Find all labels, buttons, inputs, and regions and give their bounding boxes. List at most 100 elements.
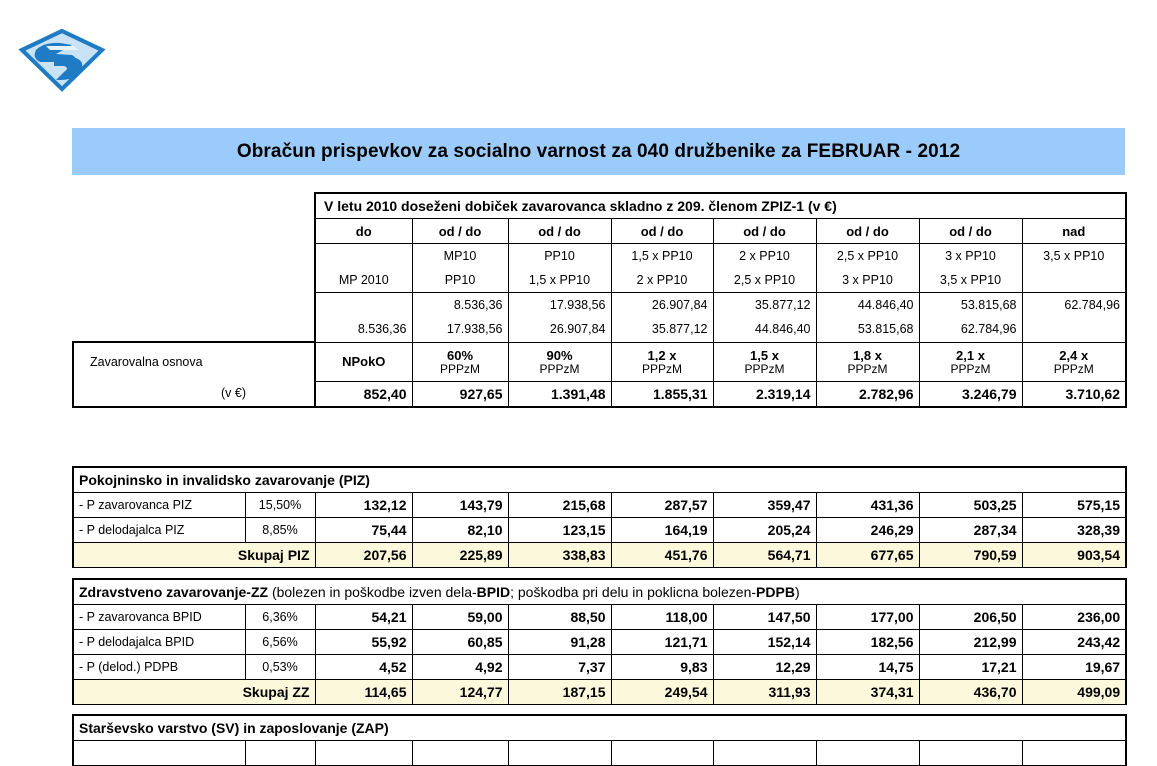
row-value <box>507 740 612 766</box>
total-row-piz: Skupaj PIZ 207,56 225,89 338,83 451,76 5… <box>72 542 1127 568</box>
basis-factor-main: 1,8 x <box>853 347 882 363</box>
row-value: 236,00 <box>1021 604 1128 630</box>
row-value: 91,28 <box>507 629 612 655</box>
top-table-amount-upper-row: 8.536,36 17.938,56 26.907,84 35.877,12 4… <box>73 292 1127 317</box>
row-value: 182,56 <box>815 629 920 655</box>
range-header-cell: od / do <box>815 218 920 244</box>
multiplier-cell: 2 x PP10 <box>712 243 817 268</box>
basis-value-cell: 852,40 <box>314 380 413 408</box>
basis-factor-cell: 1,5 x PPPzM <box>712 341 817 382</box>
total-value: 338,83 <box>507 542 612 568</box>
section-zz-heading: Zdravstveno zavarovanje-ZZ (bolezen in p… <box>71 578 1128 605</box>
amount-cell <box>314 292 413 317</box>
row-value: 575,15 <box>1021 492 1127 518</box>
top-table-caption-row: V letu 2010 doseženi dobiček zavarovanca… <box>73 192 1127 219</box>
basis-factor-sub: PPPzM <box>950 361 991 376</box>
range-header-cell: od / do <box>507 218 612 244</box>
multiplier-cell: 3 x PP10 <box>918 243 1023 268</box>
row-percent: 15,50% <box>244 492 316 518</box>
range-header-cell: od / do <box>610 218 714 244</box>
row-label: - P delodajalca BPID <box>72 629 246 655</box>
row-value: 164,19 <box>610 517 714 543</box>
table-row: - P (delod.) PDPB 0,53% 4,52 4,92 7,37 9… <box>72 654 1128 680</box>
row-value: 152,14 <box>712 629 817 655</box>
section-zz-heading-row: Zdravstveno zavarovanje-ZZ (bolezen in p… <box>71 578 1128 605</box>
row-value: 143,79 <box>411 492 509 518</box>
total-value: 451,76 <box>610 542 714 568</box>
row-value: 121,71 <box>610 629 714 655</box>
sd-shield-logo <box>16 28 108 92</box>
basis-value-cell: 1.391,48 <box>507 380 612 408</box>
row-value: 118,00 <box>610 604 714 630</box>
row-value: 4,92 <box>411 654 509 680</box>
amount-cell: 8.536,36 <box>411 292 509 317</box>
total-value: 374,31 <box>815 679 920 705</box>
multiplier-cell: 2 x PP10 <box>610 268 714 293</box>
row-value: 359,47 <box>712 492 817 518</box>
total-row-zz: Skupaj ZZ 114,65 124,77 187,15 249,54 31… <box>72 679 1128 705</box>
amount-cell: 8.536,36 <box>314 317 413 343</box>
section-zz-heading-rest3: ) <box>794 584 800 600</box>
amount-cell: 26.907,84 <box>507 317 612 343</box>
basis-factor-sub: PPPzM <box>744 361 785 376</box>
basis-factor-cell: 2,4 x PPPzM <box>1021 341 1127 382</box>
total-value: 564,71 <box>712 542 817 568</box>
row-value: 55,92 <box>314 629 413 655</box>
basis-value-cell: 3.246,79 <box>918 380 1023 408</box>
amount-cell: 26.907,84 <box>610 292 714 317</box>
basis-factor-main: 1,2 x <box>647 347 677 363</box>
row-value: 243,42 <box>1021 629 1128 655</box>
row-percent: 8,85% <box>244 517 316 543</box>
row-value: 206,50 <box>918 604 1023 630</box>
total-label: Skupaj ZZ <box>72 679 316 705</box>
basis-label-line1: Zavarovalna osnova <box>72 341 315 381</box>
row-value: 123,15 <box>507 517 612 543</box>
range-header-cell: od / do <box>918 218 1023 244</box>
insurance-basis-table: V letu 2010 doseženi dobiček zavarovanca… <box>72 192 1127 408</box>
row-value: 17,21 <box>918 654 1023 680</box>
section-zz-heading-bold: Zdravstveno zavarovanje-ZZ <box>79 584 269 600</box>
multiplier-cell: 3 x PP10 <box>815 268 920 293</box>
basis-factor-main: 2,4 x <box>1059 347 1089 363</box>
row-value: 19,67 <box>1021 654 1128 680</box>
row-value <box>610 740 714 766</box>
basis-factor-sub: PPPzM <box>539 361 580 376</box>
row-value: 9,83 <box>610 654 714 680</box>
section-sv-zap: Starševsko varstvo (SV) in zaposlovanje … <box>71 714 1128 766</box>
top-table-caption: V letu 2010 doseženi dobiček zavarovanca… <box>314 192 1127 219</box>
basis-factor-sub: PPPzM <box>641 361 682 376</box>
row-value <box>1021 740 1128 766</box>
section-piz-heading: Pokojninsko in invalidsko zavarovanje (P… <box>72 466 1127 493</box>
row-value <box>411 740 509 766</box>
basis-factor-sub: PPPzM <box>847 361 888 376</box>
total-value: 436,70 <box>918 679 1023 705</box>
total-value: 114,65 <box>314 679 413 705</box>
row-percent: 6,56% <box>244 629 316 655</box>
total-value: 311,93 <box>712 679 817 705</box>
amount-cell: 53.815,68 <box>918 292 1023 317</box>
section-piz: Pokojninsko in invalidsko zavarovanje (P… <box>72 466 1127 568</box>
row-value: 328,39 <box>1021 517 1127 543</box>
multiplier-cell <box>1021 268 1127 293</box>
row-percent <box>244 740 316 766</box>
multiplier-cell <box>314 243 413 268</box>
basis-factor-main: 90% <box>546 347 573 363</box>
basis-factor-sub: PPPzM <box>439 361 480 376</box>
range-header-cell: od / do <box>712 218 817 244</box>
row-value <box>314 740 413 766</box>
multiplier-cell: 1,5 x PP10 <box>610 243 714 268</box>
amount-cell <box>1021 317 1127 343</box>
basis-factor-main: 2,1 x <box>956 347 985 363</box>
top-table-basis-values-row: (v €) 852,40 927,65 1.391,48 1.855,31 2.… <box>72 380 1127 408</box>
amount-cell: 35.877,12 <box>712 292 817 317</box>
basis-factor-cell: 2,1 x PPPzM <box>918 341 1023 382</box>
top-table-basis-factor-row: Zavarovalna osnova NPokO 60% PPPzM 90% P… <box>72 341 1127 382</box>
table-row-clipped <box>72 740 1128 766</box>
section-zz-heading-rest2: ; poškodba pri delu in poklicna bolezen- <box>510 584 757 600</box>
basis-factor-main: 1,5 x <box>750 347 779 363</box>
multiplier-cell: 2,5 x PP10 <box>815 243 920 268</box>
total-value: 207,56 <box>314 542 413 568</box>
total-value: 903,54 <box>1021 542 1127 568</box>
multiplier-cell: 1,5 x PP10 <box>507 268 612 293</box>
row-value: 287,34 <box>918 517 1023 543</box>
